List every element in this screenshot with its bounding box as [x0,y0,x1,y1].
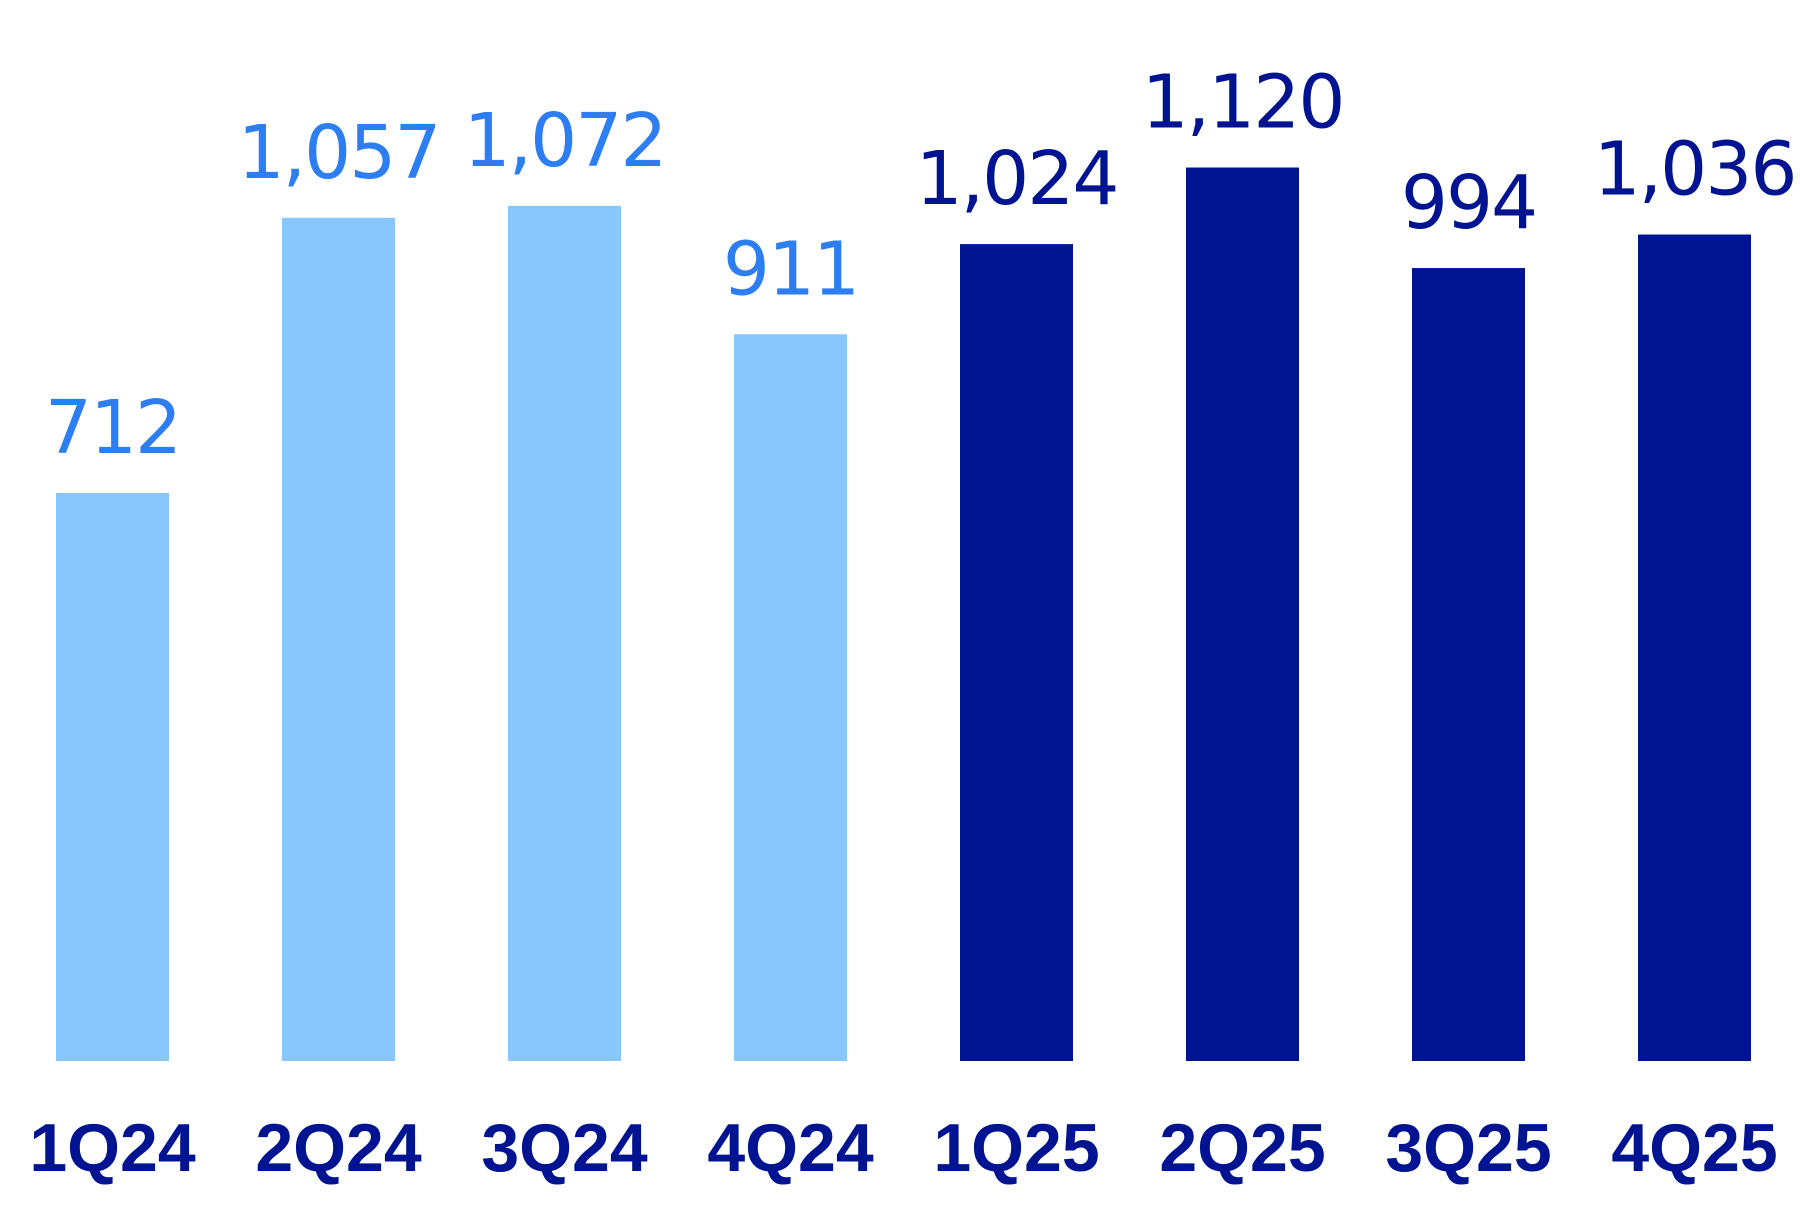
data-label-2Q24: 1,057 [238,110,440,196]
bar-3Q24 [508,205,621,1061]
data-label-1Q24: 712 [45,385,180,471]
data-label-1Q25: 1,024 [916,136,1118,222]
data-label-4Q25: 1,036 [1594,127,1796,213]
category-label-2Q25: 2Q25 [1159,1110,1325,1186]
category-label-3Q24: 3Q24 [481,1110,648,1186]
bar-4Q24 [734,334,847,1061]
bar-2Q25 [1186,167,1299,1062]
category-label-2Q24: 2Q24 [255,1110,422,1186]
data-label-2Q25: 1,120 [1142,60,1344,146]
category-label-3Q25: 3Q25 [1385,1110,1551,1186]
bar-2Q24 [282,217,395,1062]
bar-1Q24 [56,493,169,1062]
data-label-3Q24: 1,072 [464,98,666,184]
bar-1Q25 [960,244,1073,1062]
category-label-1Q25: 1Q25 [933,1110,1099,1186]
category-label-4Q24: 4Q24 [707,1110,874,1186]
category-label-4Q25: 4Q25 [1611,1110,1777,1186]
data-label-4Q24: 911 [723,226,858,312]
bar-3Q25 [1412,268,1525,1061]
data-label-3Q25: 994 [1401,160,1536,246]
category-label-1Q24: 1Q24 [29,1110,196,1186]
bar-4Q25 [1638,234,1751,1061]
